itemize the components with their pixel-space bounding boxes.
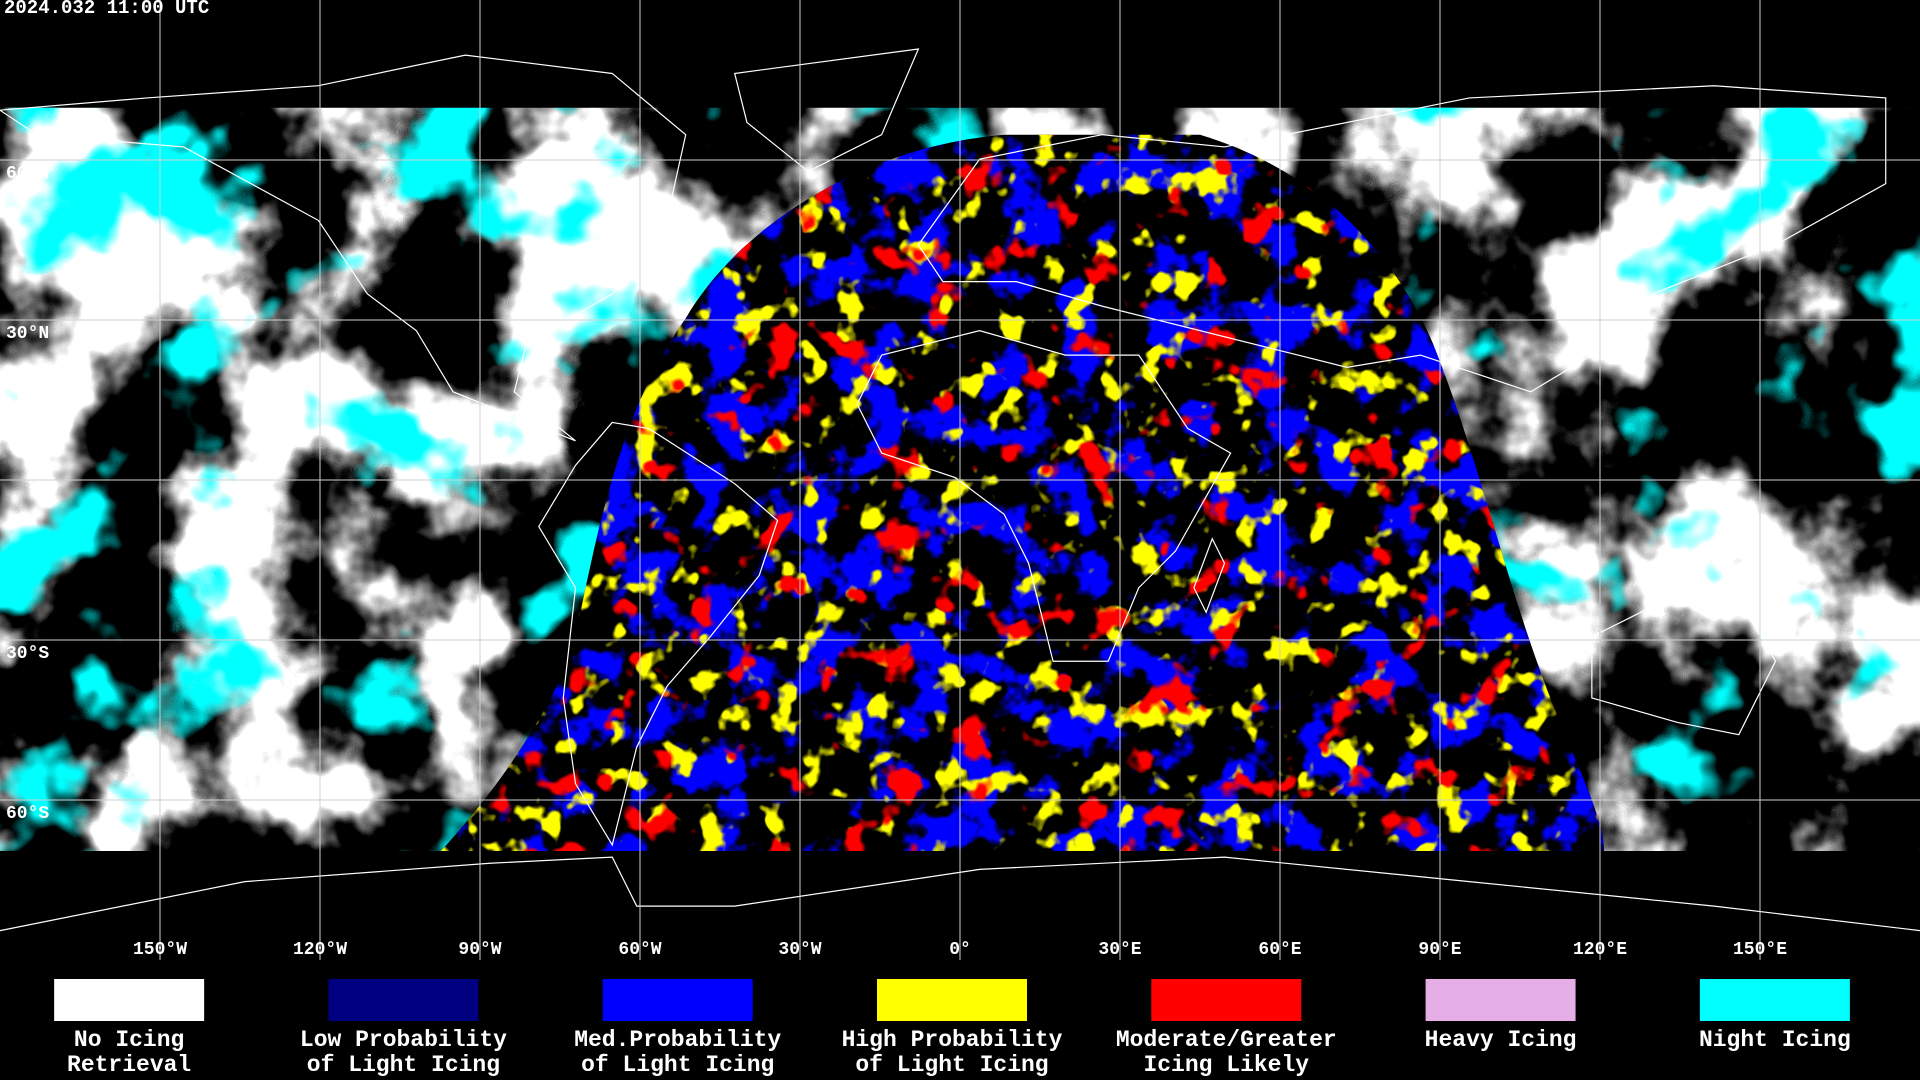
legend-swatch xyxy=(602,979,753,1021)
coastlines xyxy=(0,49,1920,931)
longitude-label: 60°E xyxy=(1258,940,1301,960)
legend-label: Heavy Icing xyxy=(1425,1027,1577,1053)
antarctica xyxy=(0,857,1920,930)
legend-label: of Light Icing xyxy=(307,1052,500,1078)
legend-label: of Light Icing xyxy=(855,1052,1048,1078)
legend-label: Retrieval xyxy=(67,1052,191,1078)
legend-label: Med.Probability xyxy=(574,1027,781,1053)
madagascar xyxy=(1194,539,1225,612)
latitude-label: 30°N xyxy=(6,324,49,344)
legend-swatch xyxy=(877,979,1027,1021)
longitude-label: 60°W xyxy=(618,940,661,960)
latitude-label: 30°S xyxy=(6,644,49,664)
south-america xyxy=(539,422,778,844)
graticule xyxy=(0,0,1920,960)
longitude-label: 90°W xyxy=(458,940,501,960)
longitude-label: 30°W xyxy=(778,940,821,960)
longitude-label: 90°E xyxy=(1418,940,1461,960)
legend-swatch xyxy=(1699,979,1850,1021)
eurasia xyxy=(918,86,1885,392)
longitude-label: 0° xyxy=(949,940,971,960)
legend-label: Night Icing xyxy=(1699,1027,1851,1053)
latitude-label: 60°S xyxy=(6,804,49,824)
graticule-labels: 150°W 120°W 90°W 60°W 30°W 0° 30°E 60°E 90°E 120°… xyxy=(6,164,1787,960)
timestamp: 2024.032 11:00 UTC xyxy=(4,0,209,19)
legend-label: No Icing xyxy=(74,1027,184,1053)
africa xyxy=(857,331,1230,662)
australia xyxy=(1592,600,1776,735)
legend-swatch xyxy=(54,979,205,1021)
legend-label: Moderate/Greater xyxy=(1116,1027,1337,1053)
longitude-label: 120°E xyxy=(1573,940,1627,960)
north-america xyxy=(0,55,686,441)
longitude-label: 30°E xyxy=(1098,940,1141,960)
legend-swatch xyxy=(328,979,479,1021)
legend-swatch xyxy=(1151,979,1302,1021)
longitude-label: 150°W xyxy=(133,940,187,960)
legend-label: High Probability xyxy=(842,1027,1063,1053)
greenland xyxy=(735,49,919,171)
longitude-label: 120°W xyxy=(293,940,347,960)
legend-label: Icing Likely xyxy=(1143,1052,1309,1078)
legend-swatch xyxy=(1425,979,1576,1021)
legend-label: Low Probability xyxy=(300,1027,507,1053)
legend-label: of Light Icing xyxy=(581,1052,774,1078)
longitude-label: 150°E xyxy=(1733,940,1787,960)
latitude-label: 60°N xyxy=(6,164,49,184)
